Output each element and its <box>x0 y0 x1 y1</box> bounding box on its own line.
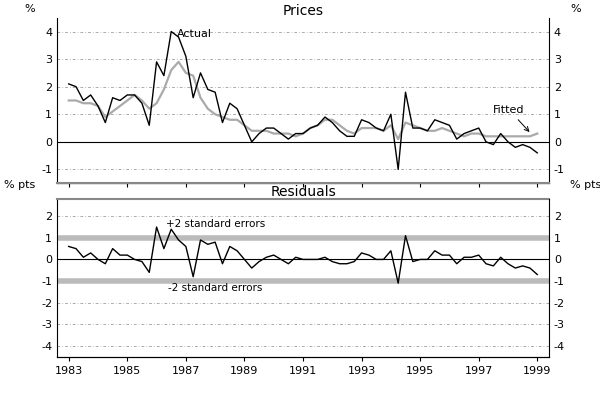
Text: Fitted: Fitted <box>493 105 529 131</box>
Text: Actual: Actual <box>177 29 212 39</box>
Title: Residuals: Residuals <box>270 185 336 199</box>
Text: % pts: % pts <box>570 180 600 190</box>
Text: %: % <box>571 4 581 15</box>
Text: +2 standard errors: +2 standard errors <box>166 219 265 229</box>
Title: Prices: Prices <box>283 4 323 18</box>
Text: -2 standard errors: -2 standard errors <box>168 283 262 293</box>
Text: % pts: % pts <box>4 180 36 190</box>
Text: %: % <box>25 4 35 15</box>
